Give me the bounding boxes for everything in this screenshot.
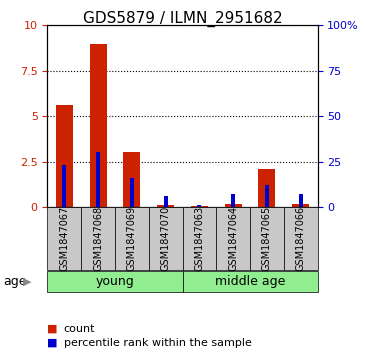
Text: GSM1847064: GSM1847064 <box>228 206 238 271</box>
Bar <box>123 152 140 207</box>
Text: ■: ■ <box>47 323 58 334</box>
Text: middle age: middle age <box>215 275 285 288</box>
Bar <box>225 204 242 207</box>
Bar <box>292 204 309 207</box>
Bar <box>130 178 134 207</box>
Text: GSM1847068: GSM1847068 <box>93 206 103 271</box>
Bar <box>258 169 275 207</box>
Bar <box>182 271 318 292</box>
Bar <box>90 44 107 207</box>
Text: ■: ■ <box>47 338 58 348</box>
Text: GSM1847069: GSM1847069 <box>127 206 137 271</box>
Bar <box>47 271 182 292</box>
Bar <box>149 207 182 270</box>
Bar <box>115 207 149 270</box>
Text: percentile rank within the sample: percentile rank within the sample <box>64 338 252 348</box>
Bar <box>96 152 100 207</box>
Text: GSM1847065: GSM1847065 <box>262 206 272 271</box>
Bar <box>265 185 269 207</box>
Bar <box>56 105 73 207</box>
Bar <box>81 207 115 270</box>
Text: age: age <box>4 275 27 288</box>
Bar <box>216 207 250 270</box>
Bar <box>164 196 168 207</box>
Bar <box>231 194 235 207</box>
Bar <box>284 207 318 270</box>
Bar <box>157 205 174 207</box>
Bar <box>197 205 201 207</box>
Text: GSM1847066: GSM1847066 <box>296 206 306 271</box>
Text: GSM1847067: GSM1847067 <box>59 206 69 271</box>
Text: young: young <box>96 275 134 288</box>
Text: GSM1847063: GSM1847063 <box>195 206 204 271</box>
Bar <box>47 207 81 270</box>
Bar <box>182 207 216 270</box>
Bar <box>62 165 66 207</box>
Text: ▶: ▶ <box>23 277 32 287</box>
Text: GSM1847070: GSM1847070 <box>161 206 170 271</box>
Text: GDS5879 / ILMN_2951682: GDS5879 / ILMN_2951682 <box>83 11 282 27</box>
Bar <box>191 206 208 207</box>
Text: count: count <box>64 323 95 334</box>
Bar <box>250 207 284 270</box>
Bar <box>299 194 303 207</box>
